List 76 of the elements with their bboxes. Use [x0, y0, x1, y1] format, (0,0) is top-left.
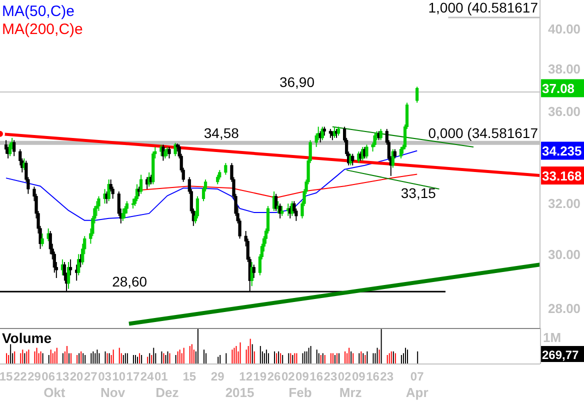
candlestick	[373, 132, 376, 148]
candlestick	[164, 148, 167, 159]
x-tick-label: 15	[0, 370, 14, 384]
x2-tick-label: Dez	[156, 385, 180, 400]
candlestick	[107, 178, 110, 202]
x-tick-label: 02	[338, 370, 352, 384]
x-tick-label: 19	[253, 370, 267, 384]
x-tick-label: 23	[324, 370, 338, 384]
y-tick-label: 38.00	[548, 62, 581, 77]
candlestick	[224, 162, 228, 176]
candlestick	[12, 140, 16, 157]
chart-title: Volume	[2, 330, 52, 346]
x-tick-label: 09	[296, 370, 310, 384]
candlestick	[168, 146, 171, 159]
x-tick-label: 07	[410, 370, 424, 384]
x2-tick-label: Okt	[44, 385, 66, 400]
text: 269,77	[542, 348, 580, 362]
text: 1M	[543, 330, 562, 345]
candlestick	[393, 148, 396, 159]
x-tick-label: 02	[281, 370, 296, 384]
x-tick-label: 03	[98, 370, 112, 384]
candlestick	[216, 174, 220, 185]
candlestick	[4, 140, 8, 154]
candlestick	[365, 144, 368, 159]
candlestick	[278, 203, 282, 219]
x2-tick-label: 2015	[225, 385, 254, 400]
candlestick	[40, 233, 44, 247]
candlestick	[252, 264, 256, 278]
candlestick	[68, 258, 72, 276]
candlestick	[416, 86, 419, 104]
x-tick-label: 29	[210, 370, 225, 384]
x2-tick-label: Mrz	[339, 385, 362, 400]
x-tick-label: 20	[70, 370, 84, 384]
x-tick-label: 16	[310, 370, 324, 384]
annotation: 0,000 (34.581617	[428, 124, 538, 141]
x2-tick-label: Nov	[100, 385, 126, 400]
x-tick-label: 06	[42, 370, 56, 384]
text: MA(50,C)e	[2, 3, 75, 20]
x-tick-label: 26	[267, 370, 282, 384]
x-tick-label: 09	[352, 370, 366, 384]
candlestick	[399, 146, 403, 159]
ref-line-label: 1,000 (40.581617	[428, 0, 538, 16]
ref-line-label: 28,60	[112, 274, 148, 290]
y-tick-label: 28.00	[548, 300, 581, 316]
x2-tick-label: Apr	[406, 385, 428, 400]
x-tick-label: 29	[28, 370, 42, 384]
candlestick	[121, 208, 124, 222]
candlestick	[8, 142, 12, 157]
ref-line-label: 34,58	[204, 124, 240, 141]
x-tick-label: 01	[154, 370, 168, 384]
candlestick	[280, 206, 284, 216]
candlestick	[66, 262, 70, 290]
text: 34.235	[542, 144, 582, 159]
x-tick-label: 27	[84, 370, 98, 384]
text: 37.08	[542, 81, 575, 96]
x-tick-label: 15	[182, 370, 196, 384]
data-label: 33.168	[542, 168, 582, 184]
annotation: 33,15	[400, 184, 436, 201]
x-tick-label: 17	[126, 370, 140, 384]
y-tick-label: 36.00	[548, 104, 581, 119]
x-tick-label: 16	[366, 370, 380, 384]
y-tick-label: 32.00	[548, 196, 581, 212]
y-tick-label: 30.00	[548, 246, 581, 262]
x-tick-label: 23	[380, 370, 394, 384]
x-tick-label: 13	[56, 370, 70, 384]
candlestick	[274, 193, 278, 212]
ref-line-label: 36,90	[279, 74, 315, 90]
y-tick-label: 40.00	[548, 21, 581, 36]
x-tick-label: 10	[112, 370, 126, 384]
x-tick-label: 12	[239, 370, 253, 384]
x2-tick-label: Feb	[288, 385, 312, 400]
x-tick-label: 24	[140, 370, 154, 384]
candlestick	[351, 153, 354, 166]
text: MA(200,C)e	[2, 21, 83, 38]
x-tick-label: 22	[13, 370, 28, 384]
candlestick	[139, 174, 143, 194]
